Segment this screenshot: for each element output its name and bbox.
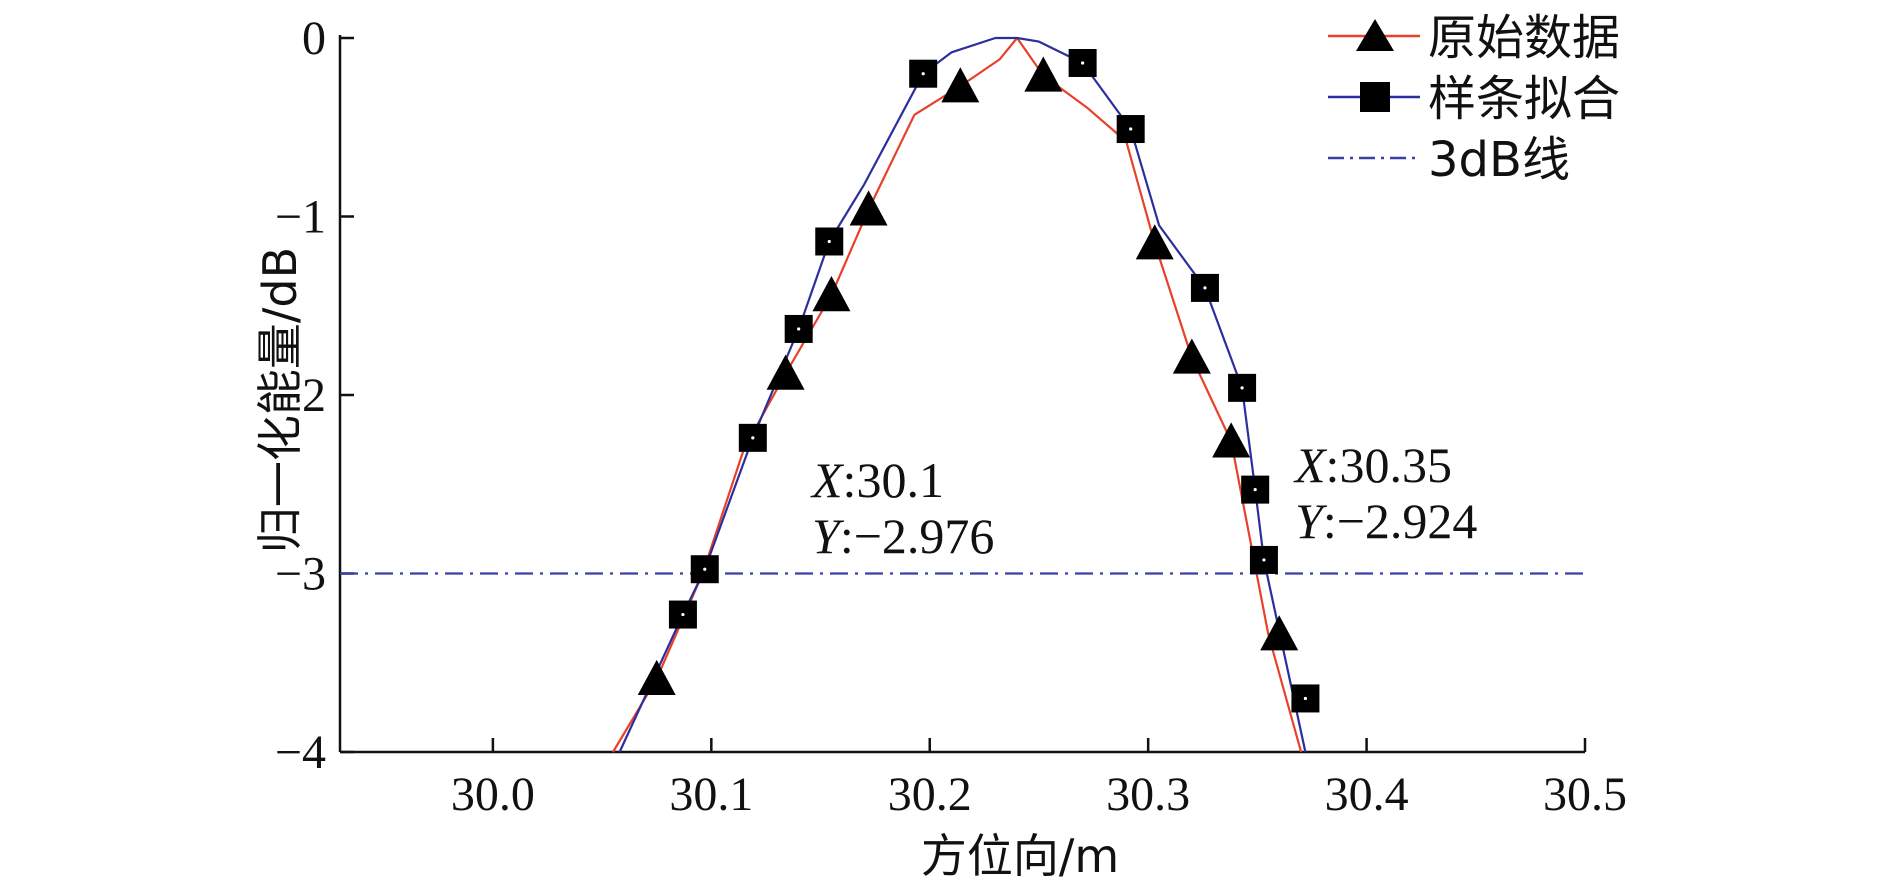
x-tick-label: 30.1 (669, 768, 753, 821)
x-tick-label: 30.4 (1325, 768, 1409, 821)
annotation-right-y-label: Y (1295, 493, 1328, 549)
y-tick-label: −3 (275, 548, 326, 601)
triangle-marker (812, 276, 851, 312)
y-tick-label: −4 (275, 726, 326, 779)
legend-label-spline: 样条拟合 (1428, 71, 1620, 127)
square-marker-dot (921, 72, 925, 76)
square-marker-dot (1081, 61, 1085, 65)
triangle-marker (1135, 224, 1174, 260)
y-tick-label: −2 (275, 369, 326, 422)
x-tick-label: 30.2 (888, 768, 972, 821)
svg-text:X:30.1: X:30.1 (810, 452, 944, 508)
triangle-marker (1172, 338, 1211, 374)
x-tick-label: 30.5 (1543, 768, 1627, 821)
y-tick-label: 0 (302, 12, 326, 65)
annotation-left-x-value: :30.1 (843, 452, 944, 508)
legend-label-3db: 3dB线 (1428, 132, 1570, 188)
annotation-right-y-value: :−2.924 (1323, 493, 1478, 549)
x-ticks: 30.0 30.1 30.2 30.3 30.4 30.5 (451, 738, 1627, 821)
annotation-right-x-value: :30.35 (1326, 437, 1452, 493)
square-marker-dot (1240, 386, 1244, 390)
legend: 原始数据 样条拟合 3dB线 (1328, 10, 1620, 188)
x-axis-label: 方位向/m (921, 829, 1119, 883)
y-ticks: 0 −1 −2 −3 −4 (275, 12, 354, 779)
svg-text:Y:−2.924: Y:−2.924 (1295, 493, 1477, 549)
legend-triangle-icon (1356, 19, 1394, 51)
triangle-marker (766, 354, 805, 390)
svg-text:X:30.35: X:30.35 (1293, 437, 1452, 493)
annotation-left: X:30.1 Y:−2.976 (810, 452, 994, 564)
triangle-marker (849, 190, 888, 226)
square-marker-dot (797, 327, 801, 331)
square-marker-dot (827, 239, 831, 244)
triangle-marker (637, 659, 676, 695)
square-marker-dot (1253, 488, 1257, 492)
x-tick-label: 30.0 (451, 768, 535, 821)
series-line-spline (618, 36, 1307, 753)
annotation-left-y-value: :−2.976 (840, 508, 995, 564)
series-line-raw (612, 36, 1303, 753)
x-tick-label: 30.3 (1106, 768, 1190, 821)
square-marker-dot (1262, 558, 1266, 562)
legend-label-raw: 原始数据 (1428, 10, 1620, 66)
series-markers (637, 48, 1320, 713)
y-axis-label: 归一化能量/dB (253, 247, 307, 553)
square-marker-dot (1303, 696, 1308, 701)
triangle-marker (941, 67, 980, 103)
triangle-marker (1212, 422, 1251, 458)
square-marker-dot (681, 612, 685, 617)
square-marker-dot (1129, 127, 1133, 131)
svg-text:Y:−2.976: Y:−2.976 (812, 508, 994, 564)
series-lines (340, 36, 1585, 753)
annotation-right-x-label: X (1293, 437, 1328, 493)
square-marker-dot (1203, 286, 1207, 290)
square-marker-dot (751, 436, 755, 440)
annotation-left-x-label: X (810, 452, 845, 508)
annotation-left-y-label: Y (812, 508, 845, 564)
annotation-right: X:30.35 Y:−2.924 (1293, 437, 1477, 549)
legend-square-icon (1360, 82, 1390, 112)
square-marker-dot (703, 567, 707, 571)
triangle-marker (1260, 615, 1299, 651)
y-tick-label: −1 (275, 191, 326, 244)
triangle-marker (1024, 56, 1063, 92)
